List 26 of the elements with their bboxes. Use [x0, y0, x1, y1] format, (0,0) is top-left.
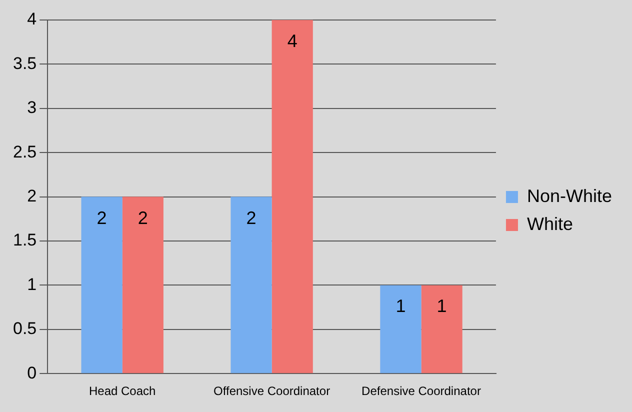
y-tick-label: 1: [27, 274, 37, 294]
legend-label: Non-White: [526, 186, 612, 206]
legend-label: White: [526, 214, 573, 234]
data-label: 2: [246, 208, 256, 228]
y-tick-label: 4: [27, 10, 37, 29]
y-tick-label: 2: [27, 186, 37, 206]
x-tick-label: Offensive Coordinator: [214, 384, 330, 398]
data-label: 4: [287, 30, 298, 51]
bar: [81, 196, 122, 374]
y-tick-label: 2.5: [12, 142, 37, 162]
y-tick-label: 3.5: [12, 54, 37, 73]
y-tick-label: 0: [27, 363, 37, 382]
x-tick-label: Defensive Coordinator: [362, 384, 481, 398]
bar: [230, 196, 272, 374]
bar: [380, 285, 422, 374]
data-label: 2: [138, 208, 148, 228]
y-tick-label: 3: [27, 98, 37, 118]
bar: [122, 196, 164, 374]
data-label: 1: [396, 296, 406, 316]
y-tick-label: 0.5: [12, 319, 37, 338]
data-label: 2: [96, 208, 107, 228]
x-tick-label: Head Coach: [88, 384, 156, 398]
bar: [272, 20, 313, 374]
y-tick-label: 1.5: [12, 230, 37, 250]
data-label: 1: [436, 296, 447, 316]
bar: [421, 285, 462, 374]
